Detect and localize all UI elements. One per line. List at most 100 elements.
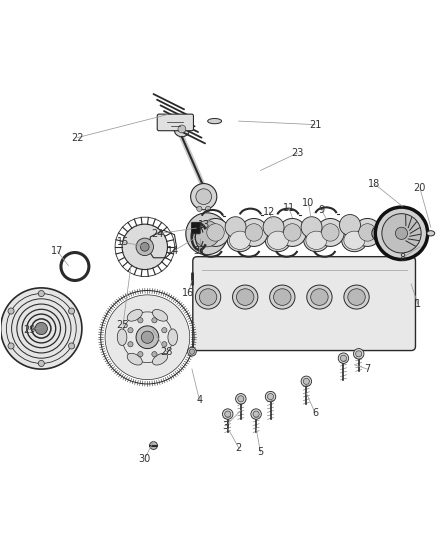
Text: 30: 30 [139,454,151,464]
Circle shape [105,295,190,379]
Ellipse shape [342,229,367,252]
Text: 12: 12 [263,207,276,217]
Ellipse shape [427,231,434,236]
Circle shape [138,352,143,357]
Circle shape [38,360,44,367]
Circle shape [303,378,309,384]
Ellipse shape [152,310,168,321]
Text: 22: 22 [71,133,83,143]
Text: 15: 15 [117,238,129,247]
Circle shape [321,224,339,241]
Ellipse shape [268,231,288,249]
Circle shape [196,189,212,205]
Circle shape [279,219,306,246]
Text: 10: 10 [302,198,314,208]
Text: 23: 23 [291,148,304,158]
Circle shape [353,219,381,246]
Circle shape [68,343,74,349]
Ellipse shape [230,231,251,249]
Circle shape [152,352,157,357]
Circle shape [284,224,301,241]
Text: 6: 6 [312,408,318,418]
Circle shape [375,207,427,260]
Text: 24: 24 [152,229,164,239]
Circle shape [316,219,344,246]
Ellipse shape [237,289,254,305]
Ellipse shape [306,231,327,249]
Circle shape [225,217,246,238]
Ellipse shape [265,229,290,252]
Ellipse shape [227,229,253,252]
Ellipse shape [304,229,329,252]
Circle shape [382,214,421,253]
Circle shape [194,221,220,247]
Circle shape [1,288,82,369]
Ellipse shape [270,285,295,309]
Circle shape [8,343,14,349]
Ellipse shape [208,118,222,124]
Circle shape [189,349,194,354]
Ellipse shape [311,289,328,305]
Ellipse shape [348,289,365,305]
Text: 28: 28 [160,346,173,357]
Circle shape [251,409,261,419]
Text: 21: 21 [309,119,321,130]
Circle shape [186,213,228,255]
Circle shape [141,331,153,343]
Text: 5: 5 [258,447,264,457]
Text: 11: 11 [283,203,295,213]
Ellipse shape [152,353,168,365]
Circle shape [356,351,362,357]
Text: 4: 4 [196,394,202,405]
Ellipse shape [344,285,369,309]
Circle shape [205,206,211,212]
Circle shape [201,219,230,246]
Text: 18: 18 [368,179,380,189]
Circle shape [136,238,153,256]
Circle shape [68,308,74,314]
FancyBboxPatch shape [191,222,200,234]
Circle shape [128,328,133,333]
Circle shape [187,348,196,356]
Circle shape [240,219,268,246]
Text: 17: 17 [51,246,64,256]
Text: 14: 14 [167,246,179,256]
Text: 20: 20 [413,183,426,193]
Circle shape [162,342,167,347]
Circle shape [38,290,44,297]
Circle shape [223,409,233,419]
Circle shape [35,322,47,335]
Text: 3: 3 [223,421,229,431]
Circle shape [122,224,167,270]
Circle shape [301,217,322,238]
Ellipse shape [344,231,365,249]
Circle shape [359,224,376,241]
Text: 29: 29 [23,325,35,335]
Text: 9: 9 [318,205,325,215]
Circle shape [396,227,408,239]
Circle shape [339,215,360,236]
Circle shape [197,206,202,212]
Circle shape [340,355,346,361]
Ellipse shape [233,285,258,309]
Circle shape [263,217,284,238]
Circle shape [353,349,364,359]
Text: 8: 8 [399,253,406,263]
Ellipse shape [117,329,127,345]
Text: 25: 25 [117,320,129,330]
Circle shape [338,353,349,364]
FancyBboxPatch shape [193,257,416,351]
Circle shape [8,308,14,314]
Circle shape [236,393,246,404]
Text: 7: 7 [364,364,371,374]
Circle shape [162,328,167,333]
Text: 13: 13 [198,220,210,230]
Ellipse shape [372,225,389,241]
Circle shape [265,391,276,402]
Ellipse shape [274,289,291,305]
Circle shape [301,376,311,386]
Circle shape [138,318,143,323]
Ellipse shape [127,310,142,321]
Ellipse shape [307,285,332,309]
Text: 31: 31 [193,246,205,256]
